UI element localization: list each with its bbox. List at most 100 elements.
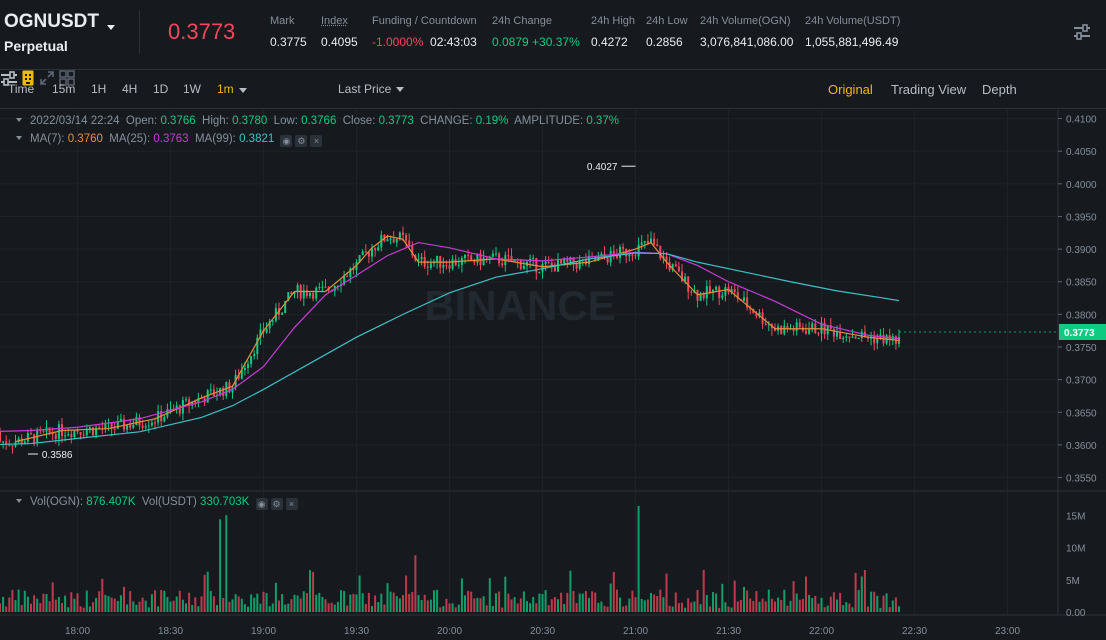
volume-bar xyxy=(746,590,749,612)
kline-chart[interactable]: BINANCE 0.4100 0.4050 0.4000 0.3950 0.3900 0.… xyxy=(0,110,1106,640)
settings-icon[interactable]: ⚙ xyxy=(270,498,283,510)
candle-body xyxy=(324,286,327,288)
settings-icon[interactable]: ⚙ xyxy=(295,135,308,147)
interval-1h[interactable]: 1H xyxy=(91,82,107,96)
volume-bar xyxy=(671,606,674,612)
collapse-icon[interactable] xyxy=(16,499,22,503)
volume-bar xyxy=(39,602,42,612)
collapse-icon[interactable] xyxy=(16,136,22,140)
volume-bar xyxy=(293,594,296,612)
close-icon[interactable]: × xyxy=(285,498,298,510)
ticker-header: OGNUSDT Perpetual 0.3773 Mark 0.3775 Ind… xyxy=(0,0,1106,70)
candle-body xyxy=(85,430,88,436)
candle-body xyxy=(33,434,36,444)
stat-24h-high: 24h High 0.4272 xyxy=(591,15,635,49)
volume-bar xyxy=(609,583,612,612)
volume-bar xyxy=(271,603,274,612)
candle-body xyxy=(169,408,172,410)
candle-body xyxy=(104,423,107,429)
volume-bar xyxy=(767,589,770,612)
volume-bar xyxy=(45,594,48,612)
eye-icon[interactable]: ◉ xyxy=(280,135,293,147)
volume-bar xyxy=(615,589,618,612)
candle-body xyxy=(795,322,798,331)
candle-body xyxy=(578,259,581,269)
interval-1w[interactable]: 1W xyxy=(183,82,201,96)
layout-grid-icon[interactable] xyxy=(59,70,76,86)
interval-1d[interactable]: 1D xyxy=(153,82,169,96)
interval-4h[interactable]: 4H xyxy=(122,82,138,96)
volume-bar xyxy=(231,599,234,612)
candle-body xyxy=(876,337,879,344)
candle-body xyxy=(532,258,535,260)
eye-icon[interactable]: ◉ xyxy=(255,498,268,510)
price-type-caret-icon[interactable] xyxy=(396,87,404,92)
volume-bar xyxy=(535,603,538,612)
volume-bar xyxy=(575,603,578,612)
candle-body xyxy=(398,232,401,240)
time-tick-label: 18:00 xyxy=(65,626,90,637)
interval-1m-active[interactable]: 1m xyxy=(217,82,234,96)
price-tick-label: 0.3950 xyxy=(1066,212,1097,223)
candle-body xyxy=(684,276,687,282)
view-trading-view-tab[interactable]: Trading View xyxy=(891,82,967,97)
volume-bar xyxy=(702,569,705,612)
collapse-icon[interactable] xyxy=(16,118,22,122)
volume-bar xyxy=(82,607,85,612)
volume-bar xyxy=(826,605,829,612)
stat-label[interactable]: Index xyxy=(321,15,348,27)
current-price-badge xyxy=(1059,323,1106,340)
candle-body xyxy=(237,374,240,379)
candle-body xyxy=(736,292,739,300)
volume-bar xyxy=(141,597,144,612)
ma25-label: MA(25): xyxy=(109,133,151,145)
volume-bar xyxy=(175,596,178,612)
candle-body xyxy=(755,313,758,317)
volume-bar xyxy=(126,604,129,612)
symbol-title[interactable]: OGNUSDT xyxy=(4,11,99,32)
volume-bar xyxy=(699,604,702,612)
price-type-select[interactable]: Last Price xyxy=(338,82,392,96)
legend-date: 2022/03/14 22:24 xyxy=(30,115,120,127)
ma7-value: 0.3760 xyxy=(67,133,103,145)
close-icon[interactable]: × xyxy=(310,135,323,147)
candle-body xyxy=(451,259,454,269)
candle-body xyxy=(138,417,141,426)
candle-body xyxy=(141,425,144,428)
volume-bar xyxy=(498,591,501,612)
candle-body xyxy=(473,260,476,263)
volume-bar xyxy=(42,593,45,612)
volume-bar xyxy=(674,592,677,612)
settings-sliders-icon[interactable] xyxy=(1072,24,1092,40)
candle-body xyxy=(417,259,420,261)
volume-bar xyxy=(733,580,736,612)
volume-bar xyxy=(836,599,838,612)
indicator-settings-icon[interactable] xyxy=(0,71,18,86)
indicators-book-icon[interactable] xyxy=(22,70,34,86)
fullscreen-icon[interactable] xyxy=(39,70,55,86)
interval-dropdown-icon[interactable] xyxy=(239,88,247,93)
candle-body xyxy=(302,290,305,299)
stat-label: 24h Volume(USDT) xyxy=(805,15,901,27)
last-price: 0.3773 xyxy=(168,19,236,44)
price-tick-label: 0.4050 xyxy=(1066,147,1097,158)
volume-bar xyxy=(290,599,293,612)
stat-index[interactable]: Index 0.4095 xyxy=(321,15,358,49)
view-depth-tab[interactable]: Depth xyxy=(982,82,1017,97)
volume-bar xyxy=(340,590,342,612)
time-label[interactable]: Time xyxy=(8,82,35,96)
candle-body xyxy=(247,364,249,368)
candle-body xyxy=(361,251,364,256)
symbol-dropdown-icon[interactable] xyxy=(107,25,115,30)
candle-body xyxy=(665,256,668,262)
volume-bar xyxy=(451,603,454,612)
volume-bar xyxy=(442,606,445,612)
volume-bar xyxy=(823,607,826,612)
view-original-tab[interactable]: Original xyxy=(828,82,873,97)
volume-bar xyxy=(132,601,135,612)
interval-15m[interactable]: 15m xyxy=(52,82,76,96)
candle-body xyxy=(495,253,497,255)
volume-bar xyxy=(206,571,209,612)
volume-bar xyxy=(619,597,621,612)
candle-body xyxy=(839,331,842,340)
